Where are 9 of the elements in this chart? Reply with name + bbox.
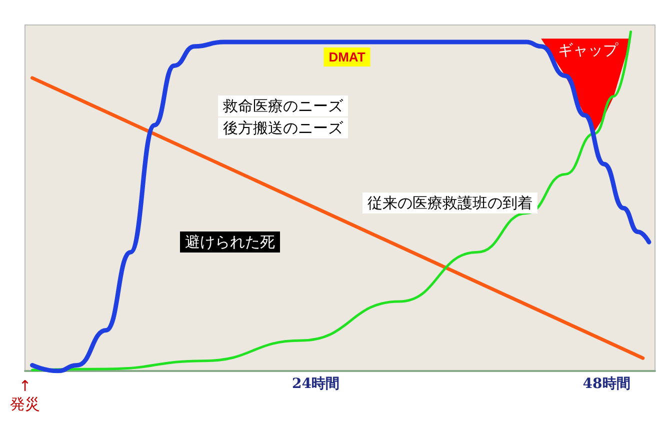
annotation: ギャップ: [558, 41, 619, 59]
annotation: 救命医療のニーズ: [222, 97, 344, 115]
x-tick-label: ↑ 発災: [10, 377, 40, 413]
x-tick-label: 24時間: [292, 376, 340, 392]
annotation: DMAT: [328, 50, 366, 64]
annotation: 後方搬送のニーズ: [223, 119, 344, 137]
x-tick-label: 48時間: [582, 376, 630, 392]
annotation: 従来の医療救護班の到着: [368, 194, 532, 212]
annotation: 避けられた死: [185, 233, 275, 251]
